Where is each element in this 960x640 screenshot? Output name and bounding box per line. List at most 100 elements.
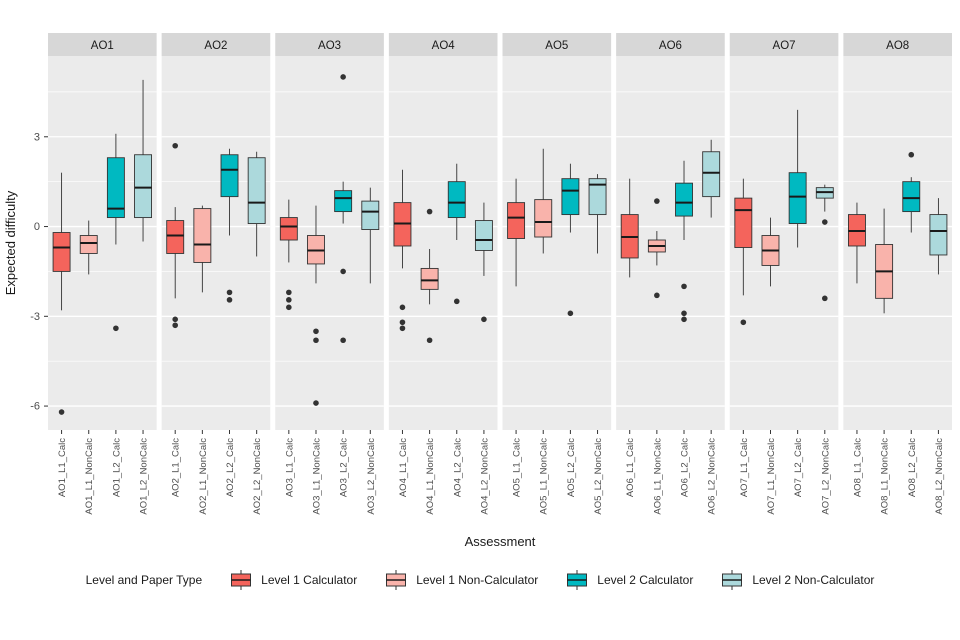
facet-strip-label: AO2	[204, 40, 227, 52]
boxplot-box	[447, 181, 466, 219]
facet-strip-label: AO5	[545, 40, 568, 52]
y-tick-label: 0	[34, 221, 40, 233]
outlier-point	[399, 304, 406, 311]
outlier-point	[113, 325, 119, 332]
x-tick-label: AO6_L1_Calc	[625, 438, 636, 497]
outlier-point	[286, 304, 292, 311]
x-tick-label: AO5_L1_Calc	[512, 438, 523, 497]
y-tick-label: -3	[30, 311, 40, 323]
boxplot-box	[561, 178, 580, 216]
outlier-point	[740, 319, 747, 326]
legend-title: Level and Paper Type	[85, 573, 203, 587]
legend-item-label: Level 1 Calculator	[261, 573, 358, 587]
x-axis-title: Assessment	[465, 534, 536, 549]
legend-key-boxplot-icon	[722, 570, 743, 590]
outlier-point	[481, 316, 487, 323]
x-tick-label: AO3_L1_NonCalc	[311, 438, 322, 515]
facet-strip	[502, 33, 612, 56]
x-tick-label: AO1_L1_NonCalc	[84, 438, 95, 515]
facet-strip-label: AO6	[659, 40, 682, 52]
boxplot-box	[334, 190, 353, 213]
legend-item-label: Level 2 Calculator	[597, 573, 694, 587]
boxplot-box	[279, 217, 298, 241]
outlier-point	[654, 198, 660, 204]
boxplot-box	[507, 202, 526, 239]
outlier-point	[426, 208, 433, 215]
panel-background	[275, 56, 384, 430]
outlier-point	[226, 297, 233, 303]
boxplot-box	[474, 220, 493, 251]
x-tick-label: AO5_L2_NonCalc	[593, 438, 604, 515]
legend-key-boxplot-icon	[386, 570, 407, 590]
outlier-point	[908, 151, 915, 158]
outlier-point	[821, 219, 828, 225]
outlier-point	[58, 409, 65, 415]
x-tick-label: AO6_L1_NonCalc	[652, 438, 663, 515]
boxplot-box	[166, 220, 185, 254]
x-tick-label: AO6_L2_Calc	[680, 438, 691, 497]
facet-strip-label: AO8	[886, 40, 909, 52]
x-tick-label: AO5_L1_NonCalc	[539, 438, 550, 515]
facet-strip	[161, 33, 271, 56]
facet-strip	[388, 33, 498, 56]
boxplot-box	[420, 267, 439, 290]
boxplot-box	[902, 181, 921, 213]
boxplot-box	[702, 151, 721, 198]
facet-strip	[729, 33, 839, 56]
x-tick-label: AO1_L2_Calc	[111, 438, 122, 497]
x-tick-label: AO2_L1_Calc	[171, 438, 182, 497]
outlier-point	[681, 283, 687, 290]
y-axis-title: Expected difficulty	[3, 190, 18, 295]
legend-item: Level 1 Calculator	[228, 568, 357, 592]
x-tick-label: AO4_L2_NonCalc	[479, 438, 490, 515]
outlier-point	[340, 268, 346, 275]
boxplot-box	[220, 154, 239, 198]
outlier-point	[681, 316, 687, 323]
outlier-point	[286, 297, 292, 303]
outlier-point	[821, 295, 828, 302]
boxplot-box	[193, 208, 212, 263]
x-tick-label: AO3_L2_Calc	[339, 438, 350, 497]
x-tick-label: AO6_L2_NonCalc	[707, 438, 718, 515]
x-tick-label: AO2_L2_Calc	[225, 438, 236, 497]
x-tick-label: AO8_L1_NonCalc	[880, 438, 891, 515]
x-tick-label: AO4_L1_Calc	[398, 438, 409, 497]
x-tick-label: AO3_L1_Calc	[284, 438, 295, 497]
legend-item: Level 2 Non-Calculator	[719, 568, 874, 592]
facet-strip	[48, 33, 157, 56]
outlier-point	[313, 328, 319, 335]
panel-background	[502, 56, 612, 430]
legend-item-label: Level 2 Non-Calculator	[752, 573, 875, 587]
boxplot-box	[79, 235, 98, 254]
boxplot-box	[247, 157, 266, 225]
outlier-point	[340, 337, 346, 344]
facet-strip-label: AO3	[318, 40, 341, 52]
x-tick-label: AO7_L1_NonCalc	[766, 438, 777, 515]
facet-strip	[275, 33, 384, 56]
boxplot-box	[52, 232, 71, 272]
facet-strip-label: AO1	[91, 40, 114, 52]
x-tick-label: AO3_L2_NonCalc	[366, 438, 377, 515]
outlier-point	[313, 400, 319, 406]
facet-strip	[843, 33, 952, 56]
legend-item-label: Level 1 Non-Calculator	[416, 573, 539, 587]
x-tick-label: AO1_L1_Calc	[57, 438, 68, 497]
legend-item: Level 1 Non-Calculator	[383, 568, 538, 592]
facet-strip-label: AO4	[432, 40, 456, 52]
x-tick-label: AO2_L1_NonCalc	[198, 438, 209, 515]
boxplot-box	[106, 157, 125, 219]
outlier-point	[426, 337, 433, 344]
outlier-point	[340, 74, 346, 80]
x-tick-label: AO5_L2_Calc	[566, 438, 577, 497]
boxplot-box	[588, 178, 607, 216]
outlier-point	[567, 310, 574, 317]
outlier-point	[399, 325, 406, 332]
facet-strip	[616, 33, 725, 56]
x-tick-label: AO4_L1_NonCalc	[425, 438, 436, 515]
x-tick-label: AO7_L1_Calc	[739, 438, 750, 497]
y-tick-label: 3	[34, 131, 40, 143]
boxplot-box	[534, 199, 553, 238]
x-tick-label: AO8_L1_Calc	[852, 438, 863, 497]
legend: Level and Paper Type Level 1 Calculator L…	[0, 568, 960, 592]
